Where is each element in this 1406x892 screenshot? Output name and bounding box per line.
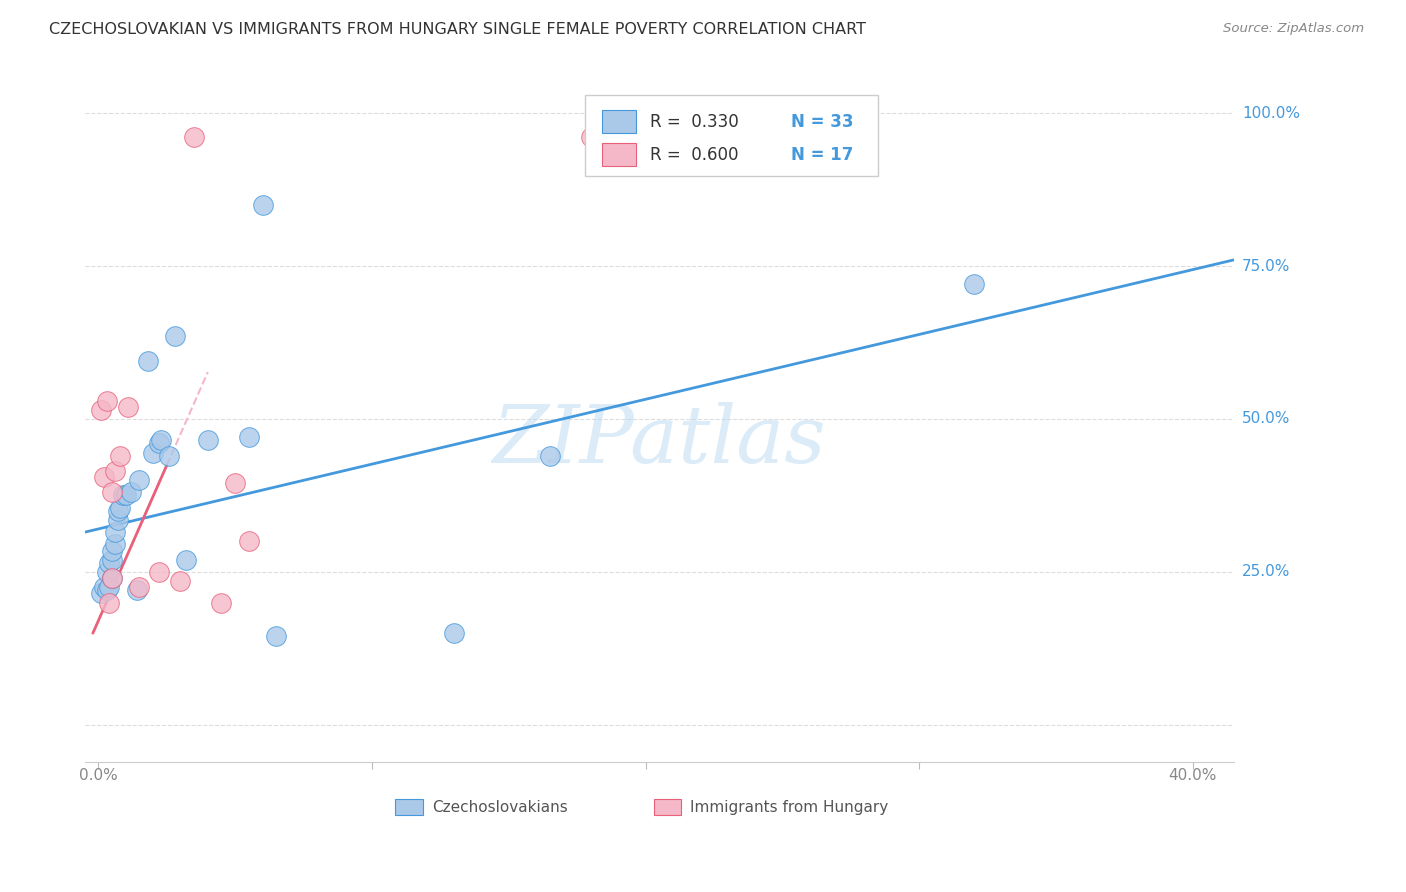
Point <box>174 553 197 567</box>
Text: N = 17: N = 17 <box>792 145 853 164</box>
Point <box>128 580 150 594</box>
Point <box>96 583 118 598</box>
Point <box>111 488 134 502</box>
Point <box>104 537 127 551</box>
Point <box>96 393 118 408</box>
Point <box>128 473 150 487</box>
Point <box>150 434 173 448</box>
Text: CZECHOSLOVAKIAN VS IMMIGRANTS FROM HUNGARY SINGLE FEMALE POVERTY CORRELATION CHA: CZECHOSLOVAKIAN VS IMMIGRANTS FROM HUNGA… <box>49 22 866 37</box>
Point <box>101 485 124 500</box>
Point <box>538 449 561 463</box>
Point <box>148 565 170 579</box>
Point <box>238 430 260 444</box>
Point <box>169 574 191 589</box>
Point <box>136 354 159 368</box>
Point <box>224 476 246 491</box>
Point <box>107 513 129 527</box>
Text: 50.0%: 50.0% <box>1241 411 1291 426</box>
Point <box>252 198 274 212</box>
Point <box>148 436 170 450</box>
Text: R =  0.330: R = 0.330 <box>650 113 738 131</box>
Point <box>110 449 132 463</box>
Point <box>238 534 260 549</box>
Point <box>90 586 112 600</box>
Text: 40.0%: 40.0% <box>1168 768 1218 783</box>
FancyBboxPatch shape <box>602 144 637 166</box>
Point <box>114 488 136 502</box>
FancyBboxPatch shape <box>585 95 877 176</box>
Point <box>101 571 124 585</box>
Point <box>264 629 287 643</box>
Point <box>104 525 127 540</box>
Point <box>142 445 165 459</box>
Point <box>159 449 181 463</box>
Text: N = 33: N = 33 <box>792 113 853 131</box>
Point <box>183 130 205 145</box>
Point <box>98 596 121 610</box>
Point <box>110 500 132 515</box>
Point <box>443 626 465 640</box>
Text: 0.0%: 0.0% <box>79 768 118 783</box>
Point <box>117 400 139 414</box>
Point <box>125 583 148 598</box>
Point <box>120 485 142 500</box>
Point <box>101 553 124 567</box>
Point <box>107 504 129 518</box>
Point <box>93 470 115 484</box>
Text: R =  0.600: R = 0.600 <box>650 145 738 164</box>
Point <box>104 464 127 478</box>
Point <box>90 402 112 417</box>
Point <box>98 580 121 594</box>
Text: Source: ZipAtlas.com: Source: ZipAtlas.com <box>1223 22 1364 36</box>
Point <box>211 596 233 610</box>
Point <box>101 543 124 558</box>
Point <box>197 434 219 448</box>
Point <box>96 565 118 579</box>
Text: 75.0%: 75.0% <box>1241 259 1291 274</box>
Text: ZIPatlas: ZIPatlas <box>492 402 825 480</box>
Text: Czechoslovakians: Czechoslovakians <box>432 799 568 814</box>
Point <box>101 571 124 585</box>
Text: 100.0%: 100.0% <box>1241 105 1301 120</box>
FancyBboxPatch shape <box>654 798 681 815</box>
Text: 25.0%: 25.0% <box>1241 565 1291 580</box>
Point <box>98 556 121 570</box>
Point <box>579 130 602 145</box>
Point <box>963 277 986 292</box>
Point <box>93 580 115 594</box>
Point <box>163 329 186 343</box>
FancyBboxPatch shape <box>602 111 637 134</box>
Text: Immigrants from Hungary: Immigrants from Hungary <box>690 799 889 814</box>
FancyBboxPatch shape <box>395 798 423 815</box>
